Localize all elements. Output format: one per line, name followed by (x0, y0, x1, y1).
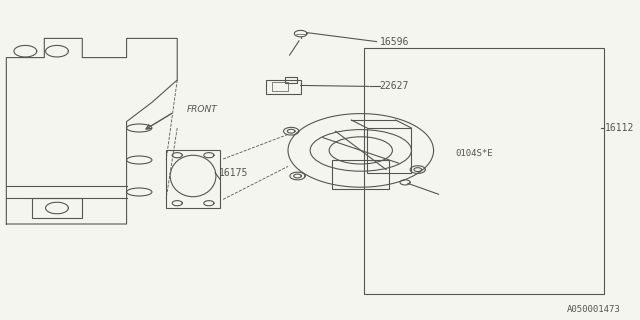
Bar (367, 128, 412, 173)
Text: 16596: 16596 (380, 36, 409, 47)
Bar (266, 80, 301, 94)
Text: FRONT: FRONT (187, 105, 218, 114)
Bar (166, 150, 220, 208)
Text: 0104S*E: 0104S*E (456, 149, 493, 158)
Text: 16112: 16112 (604, 123, 634, 133)
Bar (285, 77, 298, 83)
Text: 16175: 16175 (218, 168, 248, 178)
Text: A050001473: A050001473 (566, 305, 620, 314)
Bar (332, 160, 389, 189)
Bar (272, 82, 288, 91)
Text: 22627: 22627 (380, 81, 409, 92)
Bar (364, 48, 604, 294)
Bar (31, 198, 83, 218)
